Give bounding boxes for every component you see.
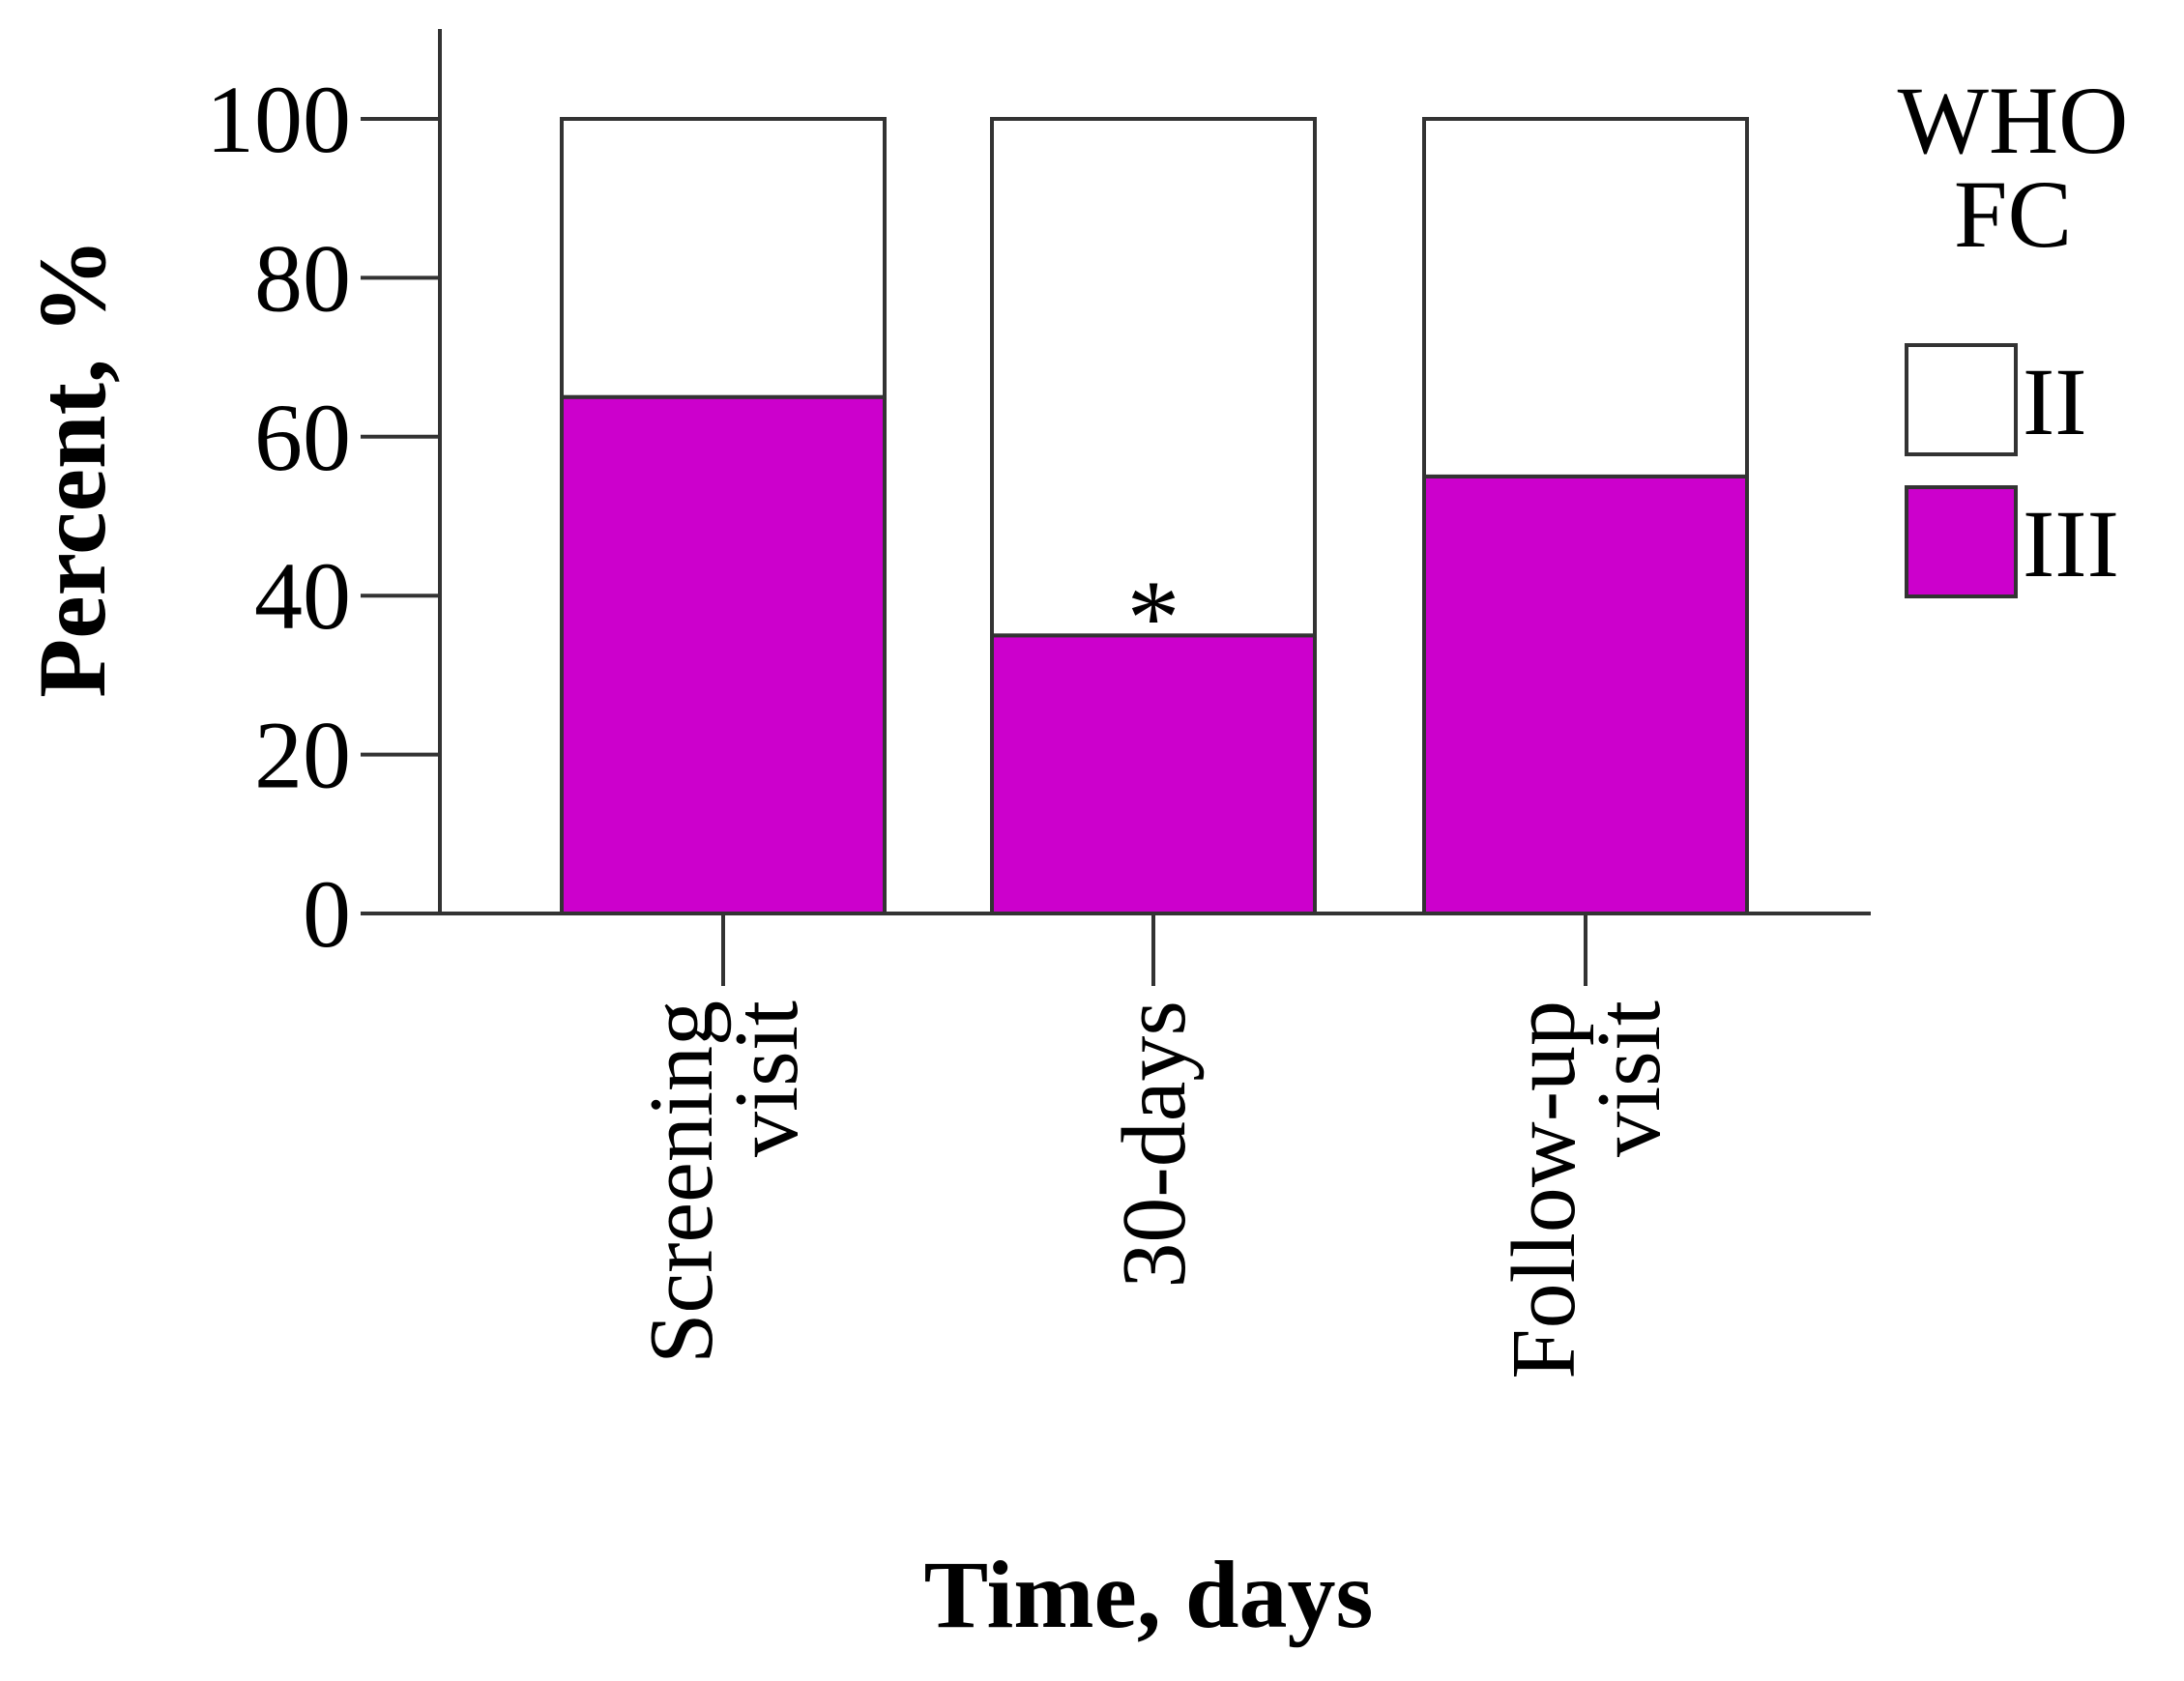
x-category-label: 30-days [1104, 1000, 1205, 1289]
y-tick-label: 60 [254, 384, 351, 491]
bar-iii-2 [1422, 474, 1749, 915]
y-tick-label: 40 [254, 542, 351, 650]
legend-title: FC [1954, 160, 2072, 268]
legend-title: WHO [1898, 67, 2129, 174]
bar-iii-0 [560, 394, 887, 915]
bars [560, 117, 1749, 915]
legend-label-iii: III [2023, 490, 2119, 597]
x-category-label: Screening [631, 1000, 732, 1364]
y-tick-label: 20 [254, 702, 351, 809]
bar-ii-1 [990, 117, 1317, 638]
y-axis: 0 20 40 60 80 100 [206, 29, 442, 968]
legend-swatch-ii [1905, 343, 2018, 456]
bar-ii-2 [1422, 117, 1749, 478]
x-category-label: visit [1579, 1000, 1679, 1157]
x-axis-title: Time, days [924, 1541, 1374, 1648]
y-axis-title: Percent, % [18, 238, 126, 698]
y-tick-label: 0 [303, 860, 351, 968]
x-category-label: visit [716, 1000, 817, 1157]
legend-swatch-iii [1905, 485, 2018, 598]
bar-iii-1 [990, 633, 1317, 915]
x-category-label: Follow-up [1494, 1000, 1594, 1379]
significance-marker: * [1127, 559, 1180, 677]
y-tick-label: 100 [206, 66, 351, 173]
y-tick-label: 80 [254, 224, 351, 332]
legend-label-ii: II [2023, 348, 2087, 455]
bar-ii-0 [560, 117, 887, 399]
annotations: * [1127, 559, 1180, 677]
